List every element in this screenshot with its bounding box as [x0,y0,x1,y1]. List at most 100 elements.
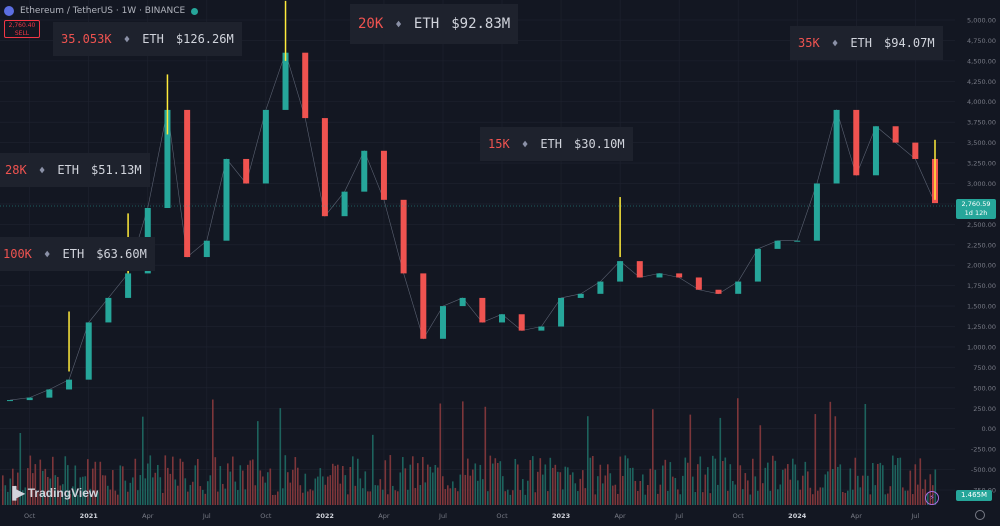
candle [676,273,683,278]
volume-bar [2,475,4,505]
settings-icon[interactable] [975,510,985,520]
candle [125,273,132,298]
x-tick-label: Jul [202,512,211,520]
x-tick-label: Apr [142,512,154,520]
volume-bar [834,416,837,505]
volume-bar [209,475,212,505]
volume-bar [52,456,54,505]
volume-bar [879,462,882,505]
volume-bar [107,485,109,505]
eth-icon: ♦ [521,137,529,151]
volume-bar [64,456,67,505]
volume-bar [84,476,87,505]
volume-bar [327,476,329,505]
volume-bar [874,485,877,505]
volume-bar [309,489,312,505]
volume-bar [444,489,447,505]
volume-bar [464,474,467,505]
volume-bar [247,464,249,505]
volume-bar [842,491,844,505]
volume-bar [849,468,852,505]
y-tick-label: 1,250.00 [967,323,996,331]
volume-bar [432,472,434,505]
volume-bar [139,475,142,505]
volume-bar [169,473,172,505]
volume-bar [62,484,64,505]
candle [518,314,525,331]
volume-bar [594,494,597,505]
volume-bar [387,494,389,505]
volume-bar [914,464,917,505]
annotation-box: 15K ♦ ETH $30.10M [480,127,633,161]
volume-bar [367,491,369,505]
volume-bar [72,486,74,505]
volume-bar [34,464,37,505]
tradingview-logo[interactable]: ▐▶ TradingView [8,486,98,500]
volume-bar [412,456,414,505]
volume-bar [162,492,164,505]
sell-button[interactable]: 2,760.40 SELL [4,20,40,38]
volume-bar [119,465,122,505]
volume-bar [829,401,832,505]
candle [46,389,53,398]
x-tick-label: Oct [733,512,745,520]
last-price-tag: 2,760.59 1d 12h [956,199,996,219]
volume-bar [269,468,272,505]
volume-bar [199,486,202,505]
volume-bar [904,490,907,505]
volume-bar [217,491,219,505]
x-tick-label: Oct [496,512,508,520]
y-tick-label: -250.00 [971,446,996,454]
annotation-box: 35K ♦ ETH $94.07M [790,26,943,60]
candle [262,109,269,184]
volume-bar [174,479,177,505]
volume-bar [587,416,589,505]
candles [7,51,938,402]
volume-bar [452,481,454,505]
candle [912,142,919,159]
volume-bar [304,473,307,505]
volume-bar [117,494,119,505]
volume-bar [704,474,707,505]
volume-bar [204,493,207,505]
x-tick-label: Apr [614,512,626,520]
volume-bar [839,464,842,505]
volume-bar [29,455,32,505]
volume-bar [427,464,429,505]
volume-bar [449,488,452,505]
volume-bar [287,472,289,505]
candle [85,322,92,380]
candle [321,118,328,217]
volume-bar [409,464,412,505]
candle [439,306,446,339]
lightning-icon[interactable]: ⚡ [925,491,939,505]
candle [302,52,309,119]
volume-bar [489,455,492,505]
volume-bar [884,494,887,505]
volume-bar [329,475,332,505]
volume-bar [554,464,557,505]
volume-bars [2,398,937,505]
volume-bar [719,417,722,505]
volume-bar [189,484,192,505]
volume-bar [44,468,47,505]
annotation-asset: ETH [62,247,85,261]
volume-bar [319,468,322,505]
annotation-amount: 35.053K [61,32,112,46]
volume-bar [892,455,894,505]
volume-bar [129,482,132,505]
volume-bar [574,483,577,505]
volume-bar [912,494,914,505]
volume-bar [249,460,252,505]
volume-bar [614,484,617,505]
volume-bar [857,475,859,505]
volume-bar [222,483,224,505]
volume-bar [754,476,757,505]
volume-bar [652,409,654,505]
candle [794,240,801,242]
volume-bar [889,486,892,505]
volume-bar [767,462,769,505]
chart-header: Ethereum / TetherUS · 1W · BINANCE [4,4,199,18]
annotation-amount: 28K [5,163,27,177]
